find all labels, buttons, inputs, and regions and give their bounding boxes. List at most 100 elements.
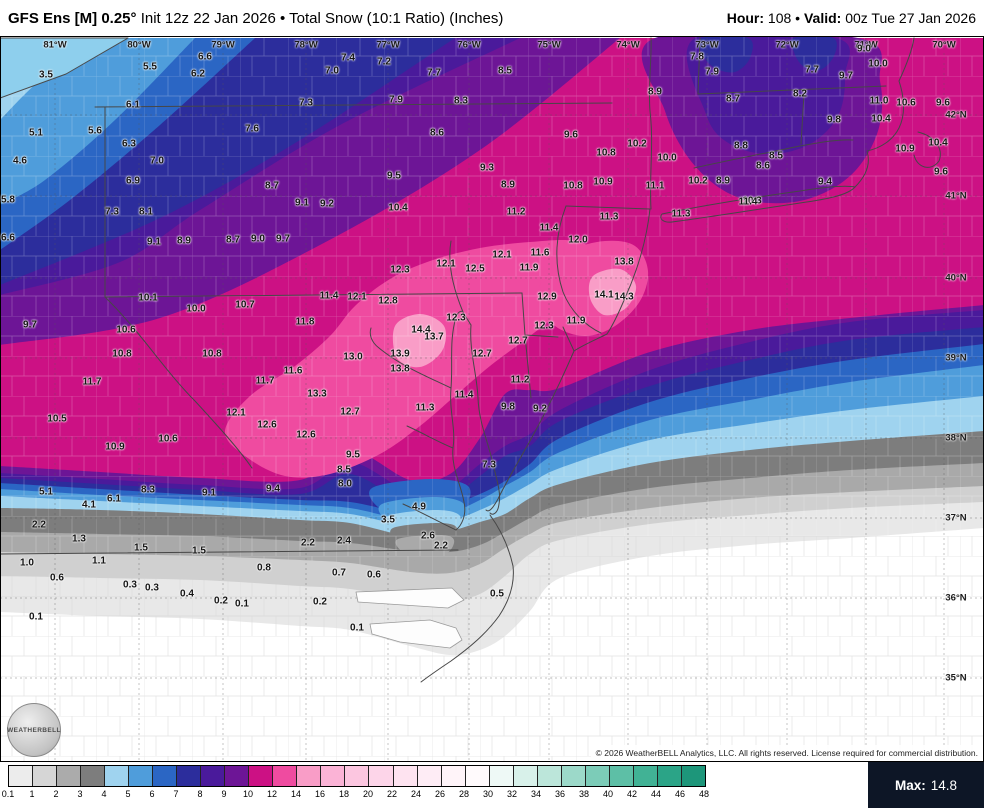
color-scale-cell <box>681 766 705 786</box>
color-scale-cell <box>369 766 394 786</box>
color-scale-cell <box>633 766 658 786</box>
color-scale-cell <box>321 766 346 786</box>
weatherbell-logo: WEATHERBELL <box>7 703 61 757</box>
va-nc-border <box>0 549 459 555</box>
color-scale-tick: 36 <box>554 789 566 799</box>
color-scale-tick: 28 <box>458 789 470 799</box>
ny-nj-border <box>565 205 651 210</box>
copyright-notice: © 2026 WeatherBELL Analytics, LLC. All r… <box>590 745 983 761</box>
max-label: Max: <box>894 777 926 793</box>
color-scale-tick: 12 <box>266 789 278 799</box>
forecast-map: 81°W 80°W 79°W 78°W 77°W 76°W 75°W 74°W 73°W 72°W… <box>0 36 984 762</box>
color-scale-tick: 8 <box>197 789 203 799</box>
color-scale-cell <box>393 766 418 786</box>
color-scale-tick: 4 <box>101 789 107 799</box>
color-scale-cell <box>9 766 34 786</box>
color-scale-tick: 3 <box>77 789 83 799</box>
geography-borders <box>0 37 941 683</box>
color-scale <box>8 765 706 787</box>
color-scale-cell <box>201 766 226 786</box>
color-scale-cell <box>105 766 130 786</box>
outer-banks-coastline <box>420 514 514 683</box>
color-scale-tick: 42 <box>626 789 638 799</box>
albemarle-sound <box>355 587 465 609</box>
color-scale-tick: 22 <box>386 789 398 799</box>
color-scale-cell <box>273 766 298 786</box>
color-scale-tick: 10 <box>242 789 254 799</box>
color-scale-tick: 18 <box>338 789 350 799</box>
color-scale-tick: 34 <box>530 789 542 799</box>
delaware-bay <box>562 326 608 352</box>
new-england-state-borders <box>697 37 887 145</box>
hour-valid: Hour: 108 • Valid: 00z Tue 27 Jan 2026 <box>727 10 976 26</box>
mason-dixon-line <box>104 292 523 298</box>
map-title: GFS Ens [M] 0.25° Init 12z 22 Jan 2026 •… <box>8 10 503 27</box>
color-scale-tick: 7 <box>173 789 179 799</box>
color-scale-cell <box>297 766 322 786</box>
color-scale-cell <box>33 766 58 786</box>
color-scale-tick: 38 <box>578 789 590 799</box>
color-scale-cell <box>177 766 202 786</box>
color-scale-tick: 14 <box>290 789 302 799</box>
delmarva-coastline <box>485 350 575 512</box>
connecticut-coastline <box>693 139 854 169</box>
color-scale-tick: 6 <box>149 789 155 799</box>
color-scale-cell <box>441 766 466 786</box>
header-bar: GFS Ens [M] 0.25° Init 12z 22 Jan 2026 •… <box>0 0 984 36</box>
color-scale-tick: 2 <box>53 789 59 799</box>
color-scale-cell <box>81 766 106 786</box>
color-scale-tick: 26 <box>434 789 446 799</box>
color-scale-cell <box>537 766 562 786</box>
color-scale-cell <box>345 766 370 786</box>
ny-pa-border <box>94 102 613 108</box>
color-scale-cell <box>513 766 538 786</box>
hour-value: 108 <box>767 10 792 26</box>
color-scale-tick: 32 <box>506 789 518 799</box>
map-canvas <box>0 36 984 762</box>
color-scale-cell <box>489 766 514 786</box>
color-scale-tick: 1 <box>29 789 35 799</box>
title-details: Init 12z 22 Jan 2026 • Total Snow (10:1 … <box>136 9 504 27</box>
color-scale-cell <box>657 766 682 786</box>
lake-erie <box>0 37 129 99</box>
color-scale-cell <box>57 766 82 786</box>
weatherbell-logo-text: WEATHERBELL <box>7 726 61 734</box>
color-scale-cell <box>561 766 586 786</box>
color-scale-cell <box>417 766 442 786</box>
latlon-grid <box>0 38 984 760</box>
potomac-river <box>369 327 452 389</box>
color-scale-tick: 48 <box>698 789 710 799</box>
delaware-river <box>556 205 602 334</box>
new-england-coastline <box>854 37 915 188</box>
color-scale-cell <box>153 766 178 786</box>
color-scale-cell <box>585 766 610 786</box>
color-scale-tick: 44 <box>650 789 662 799</box>
max-value: 14.8 <box>930 777 958 793</box>
chesapeake-east-shore <box>470 324 501 515</box>
delaware-borders <box>521 292 559 399</box>
wv-va-border <box>104 296 253 469</box>
james-river <box>402 503 457 531</box>
color-scale-cell <box>225 766 250 786</box>
hour-label: Hour: <box>726 10 765 26</box>
color-scale-cell <box>249 766 274 786</box>
color-scale-cell <box>129 766 154 786</box>
color-scale-tick: 40 <box>602 789 614 799</box>
nj-coastline <box>606 208 651 335</box>
model-name: GFS Ens [M] 0.25° <box>8 9 137 27</box>
color-scale-tick: 20 <box>362 789 374 799</box>
dot-separator: • <box>795 10 801 26</box>
susquehanna-river <box>449 240 464 313</box>
color-scale-tick: 46 <box>674 789 686 799</box>
color-scale-tick: 5 <box>125 789 131 799</box>
max-value-box: Max: 14.8 <box>868 762 984 808</box>
long-island <box>660 185 856 223</box>
color-scale-cell <box>609 766 634 786</box>
pamlico-sound <box>369 619 463 649</box>
color-scale-tick: 9 <box>221 789 227 799</box>
valid-value: 00z Tue 27 Jan 2026 <box>845 10 976 26</box>
county-lines-texture-south <box>0 536 984 762</box>
rappahannock-river <box>406 425 454 449</box>
hudson-river <box>648 37 653 210</box>
color-scale-cell <box>465 766 490 786</box>
